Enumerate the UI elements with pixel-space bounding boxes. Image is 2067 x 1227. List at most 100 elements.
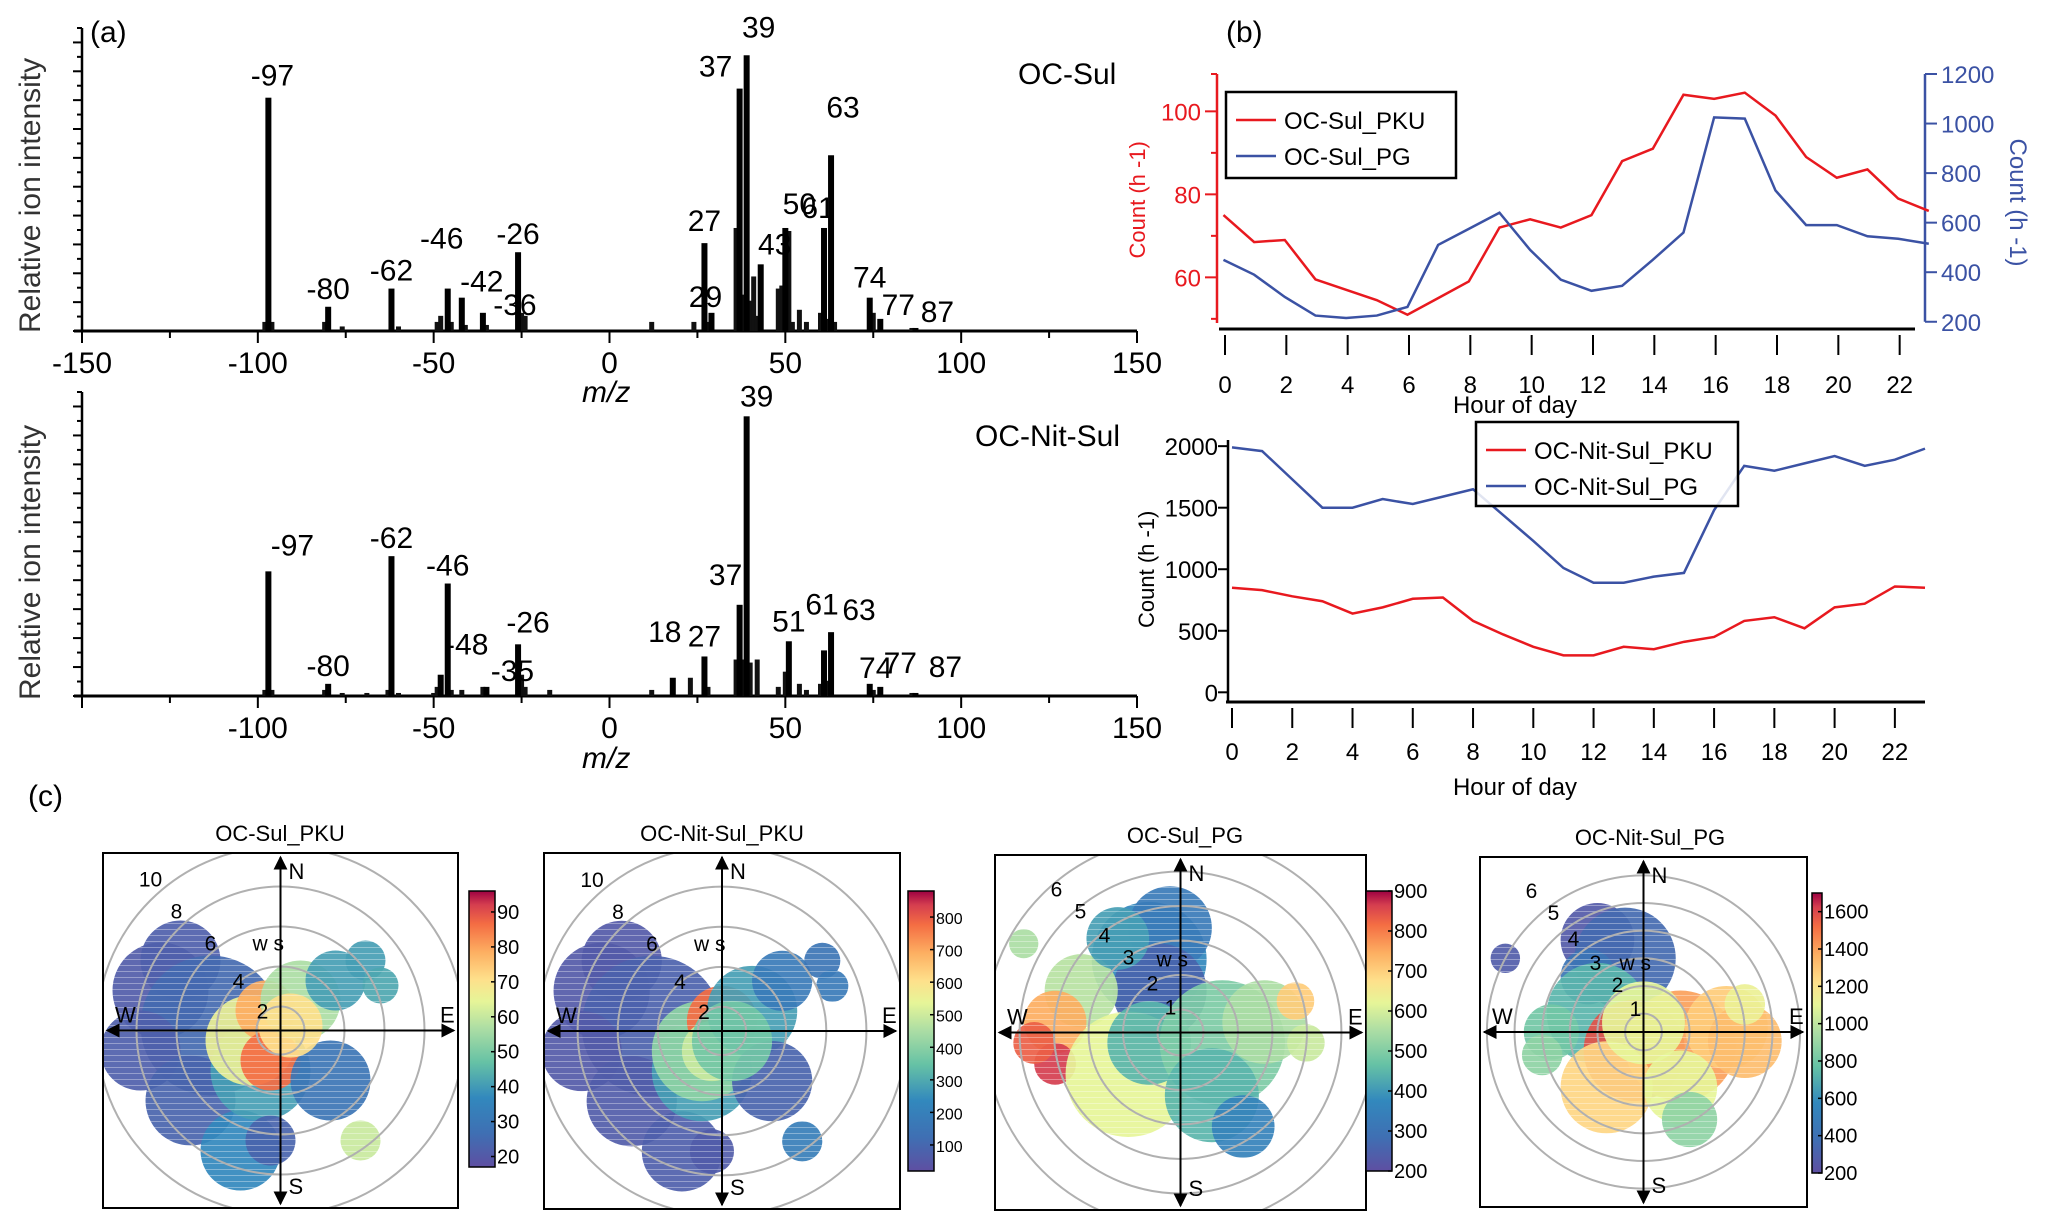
radial-label: 3: [1590, 952, 1602, 975]
minor-peak-bar: [687, 677, 693, 696]
legend-entry: OC-Nit-Sul_PG: [1534, 474, 1698, 501]
minor-peak-bar: [438, 315, 444, 331]
series-line-oc-sul-pku: [1222, 91, 1930, 317]
minor-peak-bar: [322, 689, 328, 696]
radial-label: 6: [1051, 879, 1063, 902]
peak-label: -36: [493, 289, 536, 322]
minor-peak-bar: [818, 312, 823, 331]
peak-bar: [708, 312, 715, 331]
colorbar-tick-label: 200: [1824, 1163, 1857, 1185]
polar-title: OC-Nit-Sul_PG: [1575, 825, 1725, 850]
x-tick-label: 0: [1218, 372, 1231, 399]
colorbar-tick-label: 60: [497, 1007, 519, 1029]
minor-peak-bar: [740, 659, 746, 696]
minor-peak-bar: [339, 692, 345, 696]
peak-bar: [757, 264, 764, 331]
radial-label: 4: [1568, 928, 1580, 951]
x-tick-label: 4: [1346, 739, 1359, 766]
minor-peak-bar: [322, 321, 328, 331]
x-tick-label: 10: [1518, 372, 1545, 399]
minor-peak-bar: [459, 689, 465, 696]
x-tick-label: 12: [1580, 372, 1607, 399]
compass-label-n: N: [1652, 863, 1668, 888]
radial-unit-label: w s: [252, 933, 285, 956]
peak-bar: [821, 227, 828, 331]
minor-peak-bar: [339, 326, 345, 331]
minor-peak-bar: [649, 689, 655, 696]
minor-peak-bar: [480, 686, 486, 696]
colorbar-tick-label: 600: [1394, 1001, 1427, 1023]
radial-unit-label: w s: [1156, 949, 1189, 972]
minor-peak-bar: [547, 689, 553, 696]
peak-label: 50: [783, 188, 816, 221]
series-line-oc-nit-sul-pg: [1231, 446, 1926, 585]
compass-label-n: N: [1189, 861, 1205, 886]
radial-label: 6: [1526, 880, 1538, 903]
peak-bar: [877, 318, 884, 331]
peak-label: -46: [426, 550, 469, 583]
minor-peak-bar: [747, 662, 753, 696]
colorbar-tick-label: 500: [1394, 1041, 1427, 1063]
peak-bar: [736, 604, 743, 696]
legend-box: [1224, 90, 1458, 180]
peak-bar: [444, 583, 451, 696]
y-axis-label: Relative ion intensity: [14, 425, 47, 700]
right-y-axis-label: Count (h -1): [2004, 139, 2031, 267]
peak-label: 18: [648, 616, 681, 649]
x-tick-label: -100: [228, 347, 288, 380]
peak-label: 77: [882, 289, 915, 322]
radial-label: 5: [1548, 902, 1560, 925]
polar-area: [995, 855, 1366, 1210]
peak-bar: [821, 650, 828, 696]
colorbar-tick-label: 70: [497, 972, 519, 994]
radial-label: 2: [1147, 973, 1159, 996]
x-tick-label: -50: [412, 712, 455, 745]
x-tick-label: 16: [1701, 739, 1728, 766]
minor-peak-bar: [747, 300, 753, 331]
x-tick-label: 2: [1286, 739, 1299, 766]
colorbar-tick-label: 400: [1824, 1126, 1857, 1148]
y-tick-label: 2000: [1165, 434, 1218, 461]
colorbar: [1811, 892, 1823, 1174]
x-tick-label: 20: [1821, 739, 1848, 766]
minor-peak-bar: [434, 321, 440, 331]
x-tick-label: 50: [769, 347, 802, 380]
minor-peak-bar: [431, 692, 437, 696]
polar-title: OC-Sul_PKU: [215, 821, 345, 846]
spectrum-oc-nit-sul: OC-Nit-Sul Relative ion intensity m/z -1…: [14, 380, 1162, 775]
minor-peak-bar: [691, 321, 697, 331]
compass-label-s: S: [289, 1174, 304, 1199]
radial-label: 10: [580, 869, 603, 892]
minor-peak-bar: [782, 671, 788, 696]
right-y-tick-label: 1000: [1941, 112, 1994, 139]
radial-label: 2: [1612, 974, 1624, 997]
peak-label: -97: [271, 529, 314, 562]
colorbar-tick-label: 1200: [1824, 976, 1869, 998]
minor-peak-bar: [462, 324, 468, 331]
colorbar-tick-label: 800: [936, 911, 963, 928]
legend-entry: OC-Sul_PG: [1284, 144, 1411, 171]
series-line-oc-nit-sul-pku: [1231, 585, 1926, 657]
compass-label-n: N: [289, 859, 305, 884]
x-tick-label: 16: [1702, 372, 1729, 399]
minor-peak-bar: [754, 659, 760, 696]
x-tick-label: -100: [228, 712, 288, 745]
colorbar-tick-label: 700: [936, 944, 963, 961]
peak-bar: [388, 556, 395, 696]
radial-label: 4: [1099, 925, 1111, 948]
minor-peak-bar: [796, 309, 802, 331]
minor-peak-bar: [483, 324, 489, 331]
x-axis-label: Hour of day: [1453, 392, 1577, 419]
minor-peak-bar: [870, 312, 876, 331]
minor-peak-bar: [803, 689, 809, 696]
minor-peak-bar: [522, 315, 528, 331]
x-tick-label: 22: [1882, 739, 1909, 766]
x-tick-label: 8: [1466, 739, 1479, 766]
x-tick-label: 150: [1112, 712, 1162, 745]
colorbar-tick-label: 1400: [1824, 939, 1869, 961]
peak-bar: [265, 571, 272, 696]
minor-peak-bar: [364, 692, 370, 696]
x-tick-label: 150: [1112, 347, 1162, 380]
radial-label: 4: [233, 971, 245, 994]
peak-label: -26: [506, 606, 549, 639]
